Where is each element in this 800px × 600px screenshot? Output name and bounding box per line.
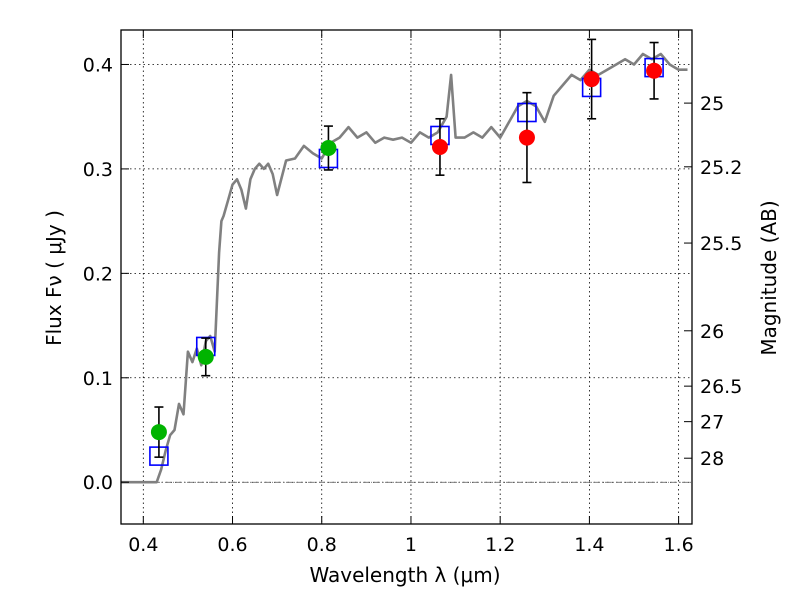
x-tick-label: 1.6 [664,534,694,556]
x-tick-label: 0.6 [217,534,247,556]
optical-photometry-point [320,140,337,157]
y2-tick-label: 28 [700,448,724,470]
nir-photometry-point [646,62,663,79]
nir-photometry-point [583,71,600,88]
y2-tick-label: 25.5 [700,233,742,255]
y-tick-label: 0.2 [83,263,113,285]
y2-axis-label: Magnitude (AB) [757,200,781,355]
y2-tick-label: 25 [700,93,724,115]
y2-tick-label: 27 [700,412,724,434]
y-tick-label: 0.4 [83,54,113,76]
model-spectrum-layer [121,52,688,484]
optical-photometry-point [197,348,214,365]
x-axis-label: Wavelength λ (μm) [309,563,500,587]
ticks: 0.4 0.6 0.8 1 1.2 1.4 1.6 0.0 0.1 0.2 0.3 0.4 25 25.2… [83,30,742,556]
errorbar-layer [154,38,659,458]
x-tick-label: 1.4 [574,534,604,556]
x-tick-label: 1.2 [485,534,515,556]
y2-tick-label: 26.5 [700,376,742,398]
x-tick-label: 0.4 [128,534,158,556]
synthetic-photometry-layer [149,57,664,466]
plot-frame [120,29,693,525]
photometry-points-layer [150,62,663,441]
optical-photometry-point [150,424,167,441]
nir-photometry-point [518,129,535,146]
y-tick-label: 0.0 [83,472,113,494]
y2-tick-label: 25.2 [700,157,742,179]
y-axis-label: Flux Fν ( μJy ) [42,210,66,346]
nir-photometry-point [431,138,448,155]
y2-tick-label: 26 [700,321,724,343]
x-tick-label: 1 [405,534,417,556]
y-tick-label: 0.1 [83,368,113,390]
y-tick-label: 0.3 [83,159,113,181]
model-spectrum-line [121,52,688,484]
x-tick-label: 0.8 [307,534,337,556]
grid [121,30,692,524]
